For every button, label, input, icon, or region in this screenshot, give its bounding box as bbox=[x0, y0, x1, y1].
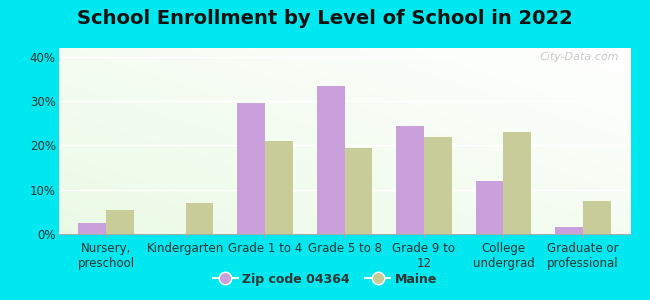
Bar bbox=[503, 132, 531, 234]
Legend: Zip code 04364, Maine: Zip code 04364, Maine bbox=[207, 268, 443, 291]
Bar bbox=[237, 103, 265, 234]
Bar bbox=[106, 210, 134, 234]
Bar bbox=[583, 201, 610, 234]
Bar bbox=[476, 181, 503, 234]
Bar bbox=[344, 148, 372, 234]
Bar bbox=[317, 85, 345, 234]
Bar bbox=[186, 203, 213, 234]
Bar bbox=[424, 136, 452, 234]
Bar bbox=[555, 227, 583, 234]
Text: City-Data.com: City-Data.com bbox=[540, 52, 619, 62]
Text: School Enrollment by Level of School in 2022: School Enrollment by Level of School in … bbox=[77, 9, 573, 28]
Bar bbox=[79, 223, 106, 234]
Bar bbox=[396, 125, 424, 234]
Bar bbox=[265, 141, 293, 234]
